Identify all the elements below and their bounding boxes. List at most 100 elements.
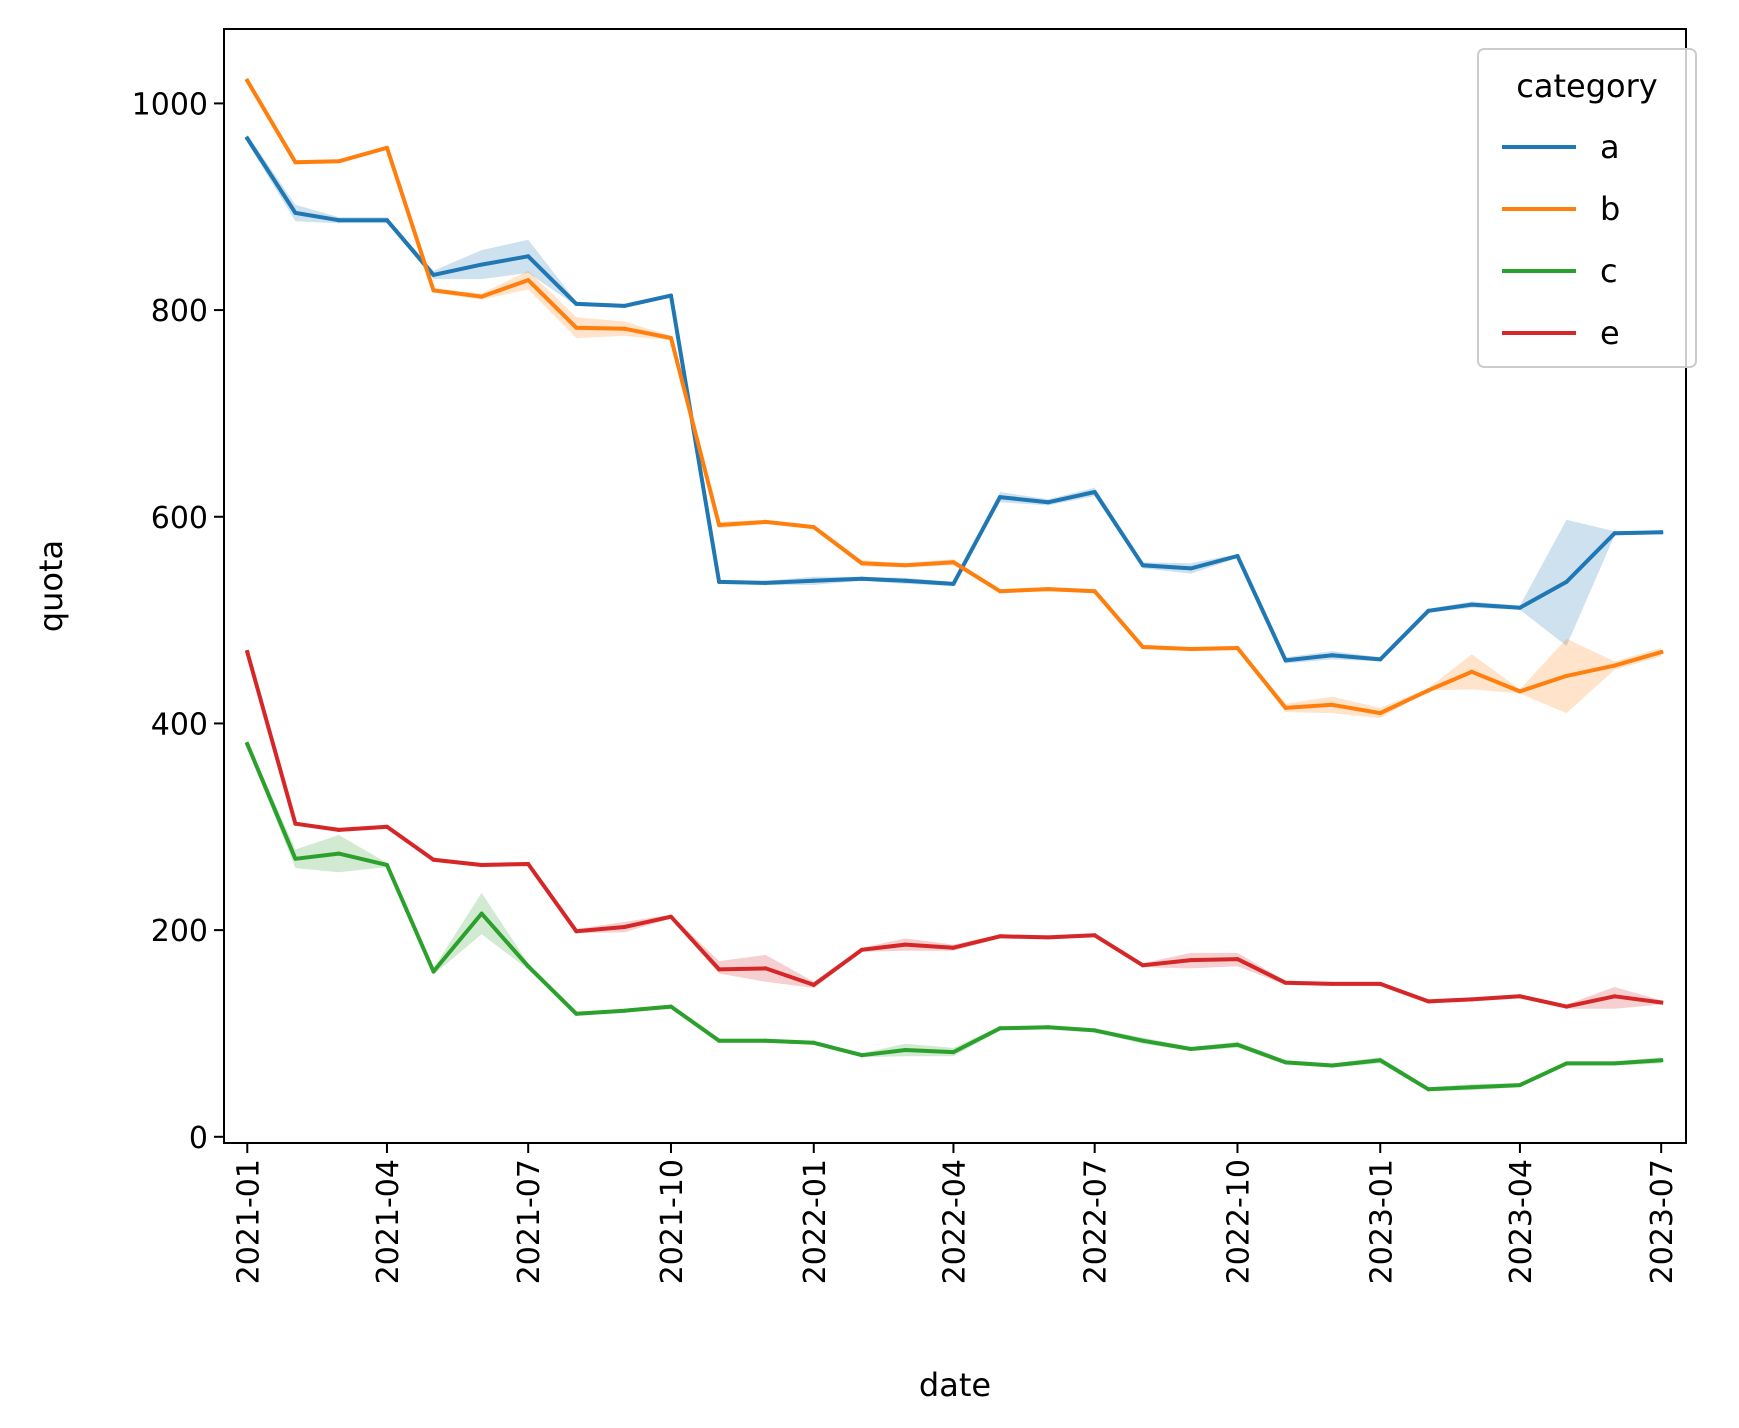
- data-point-b: [998, 589, 1002, 594]
- data-point-e: [1517, 994, 1522, 999]
- data-point-a: [385, 218, 389, 223]
- data-point-c: [859, 1053, 864, 1058]
- data-point-b: [763, 519, 768, 524]
- data-point-b: [1235, 646, 1240, 650]
- legend-item-a: a: [1502, 128, 1620, 166]
- x-axis-title: date: [919, 1366, 991, 1404]
- y-tick-label: 1000: [132, 87, 208, 122]
- data-point-b: [245, 78, 250, 83]
- data-point-b: [669, 336, 673, 340]
- x-tick-label: 2021-04: [371, 1159, 406, 1284]
- y-tick-label: 800: [151, 294, 208, 329]
- data-point-e: [1469, 997, 1474, 1002]
- data-point-e: [431, 857, 436, 862]
- data-point-c: [903, 1048, 908, 1052]
- x-tick-label: 2023-04: [1504, 1159, 1539, 1284]
- data-point-b: [385, 145, 389, 150]
- series-lines: [244, 77, 1664, 1092]
- legend-item-c: c: [1502, 252, 1618, 290]
- data-point-a: [1564, 579, 1569, 584]
- data-point-a: [1612, 531, 1617, 536]
- x-tick-label: 2022-01: [798, 1159, 833, 1284]
- data-point-b: [1659, 650, 1664, 655]
- data-point-b: [1517, 689, 1522, 694]
- data-point-a: [763, 580, 768, 585]
- data-point-e: [859, 947, 864, 952]
- y-axis-title: quota: [32, 540, 70, 632]
- data-point-e: [1188, 958, 1193, 963]
- data-point-c: [1235, 1042, 1240, 1047]
- legend-label-c: c: [1600, 252, 1618, 290]
- data-point-e: [526, 862, 531, 866]
- x-tick-label: 2021-01: [231, 1159, 266, 1284]
- y-tick-label: 600: [151, 501, 208, 536]
- data-point-a: [1517, 605, 1522, 610]
- data-point-b: [1046, 587, 1051, 592]
- data-point-c: [669, 1004, 673, 1009]
- data-point-c: [479, 911, 484, 916]
- data-point-a: [1188, 566, 1193, 571]
- data-point-c: [1283, 1060, 1288, 1065]
- data-point-b: [336, 159, 341, 164]
- data-point-a: [1426, 608, 1431, 613]
- data-point-b: [717, 523, 722, 527]
- data-point-e: [622, 925, 627, 929]
- x-tick-label: 2021-07: [512, 1159, 547, 1284]
- data-point-b: [1378, 711, 1383, 716]
- data-point-b: [951, 560, 956, 565]
- data-point-e: [1046, 935, 1051, 940]
- series-points-e: [245, 650, 1664, 1009]
- data-point-e: [574, 929, 579, 934]
- data-point-a: [669, 293, 673, 298]
- data-point-a: [1469, 602, 1474, 607]
- data-point-a: [811, 578, 816, 583]
- data-point-b: [903, 563, 908, 568]
- data-point-a: [431, 272, 436, 277]
- data-point-c: [1092, 1028, 1097, 1033]
- data-point-b: [1612, 663, 1617, 668]
- data-point-b: [622, 326, 627, 331]
- data-point-c: [951, 1050, 956, 1055]
- data-point-b: [479, 294, 484, 299]
- x-tick-label: 2023-01: [1364, 1159, 1399, 1284]
- data-point-c: [1469, 1085, 1474, 1090]
- data-point-b: [1283, 705, 1288, 710]
- x-tick-label: 2022-04: [937, 1159, 972, 1284]
- legend-item-b: b: [1502, 190, 1620, 228]
- data-point-e: [293, 821, 298, 826]
- data-point-b: [1469, 669, 1474, 674]
- y-axis: 0 200 400 600 800 1000: [132, 87, 224, 1156]
- legend-label-a: a: [1600, 128, 1620, 166]
- data-point-e: [1426, 999, 1431, 1004]
- data-point-e: [1378, 981, 1383, 986]
- data-point-a: [293, 210, 298, 215]
- data-point-c: [998, 1026, 1002, 1031]
- data-point-b: [526, 278, 531, 283]
- data-point-a: [574, 301, 579, 306]
- x-tick-label: 2022-10: [1221, 1159, 1256, 1284]
- data-point-b: [431, 288, 436, 293]
- data-point-c: [1612, 1061, 1617, 1066]
- data-point-c: [1378, 1058, 1383, 1063]
- data-point-e: [763, 966, 768, 971]
- data-point-c: [1330, 1063, 1335, 1068]
- data-point-a: [1046, 500, 1051, 505]
- series-points-c: [245, 742, 1664, 1092]
- data-point-c: [1564, 1061, 1569, 1066]
- data-point-c: [1046, 1025, 1051, 1030]
- data-point-e: [245, 650, 250, 655]
- data-point-b: [1426, 688, 1431, 693]
- data-point-b: [1188, 647, 1193, 651]
- data-point-c: [1659, 1058, 1664, 1063]
- data-point-b: [811, 525, 816, 530]
- data-point-e: [336, 827, 341, 832]
- data-point-c: [385, 863, 389, 867]
- data-point-b: [293, 160, 298, 165]
- data-point-b: [1140, 645, 1145, 649]
- data-point-a: [1283, 658, 1288, 663]
- data-point-e: [1283, 980, 1288, 985]
- x-tick-label: 2023-07: [1645, 1159, 1680, 1284]
